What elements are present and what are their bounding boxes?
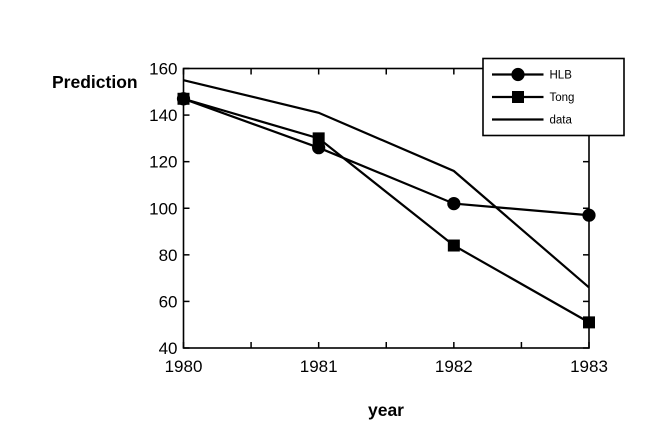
legend-label-data: data — [550, 115, 573, 127]
y-tick-label: 140 — [149, 106, 177, 125]
legend-marker-circle — [511, 67, 525, 82]
y-tick-label: 60 — [159, 292, 178, 311]
x-axis-title: year — [368, 400, 404, 420]
y-tick-label: 120 — [149, 153, 177, 172]
y-tick-label: 80 — [159, 246, 178, 265]
series-line-hlb — [183, 97, 590, 217]
series-line-data — [183, 79, 590, 289]
series-marker-hlb — [312, 141, 326, 155]
series-marker-tong — [583, 316, 595, 329]
x-tick-label: 1980 — [165, 357, 203, 376]
series-marker-hlb — [582, 208, 596, 222]
y-axis-title: Prediction — [52, 72, 138, 92]
y-tick-label: 40 — [159, 339, 178, 358]
series-marker-tong — [177, 92, 190, 105]
series-marker-hlb — [447, 196, 461, 211]
x-tick-label: 1982 — [435, 357, 473, 376]
legend-label-hlb: HLB — [550, 70, 573, 82]
legend-label-tong: Tong — [550, 92, 575, 104]
y-tick-label: 100 — [149, 199, 177, 218]
series-marker-tong — [312, 132, 325, 145]
y-tick-label: 160 — [149, 60, 177, 79]
series-line-tong — [183, 97, 590, 324]
series-marker-tong — [447, 239, 460, 252]
legend: HLB Tong data — [482, 57, 625, 137]
x-tick-label: 1983 — [570, 357, 608, 376]
x-tick-label: 1981 — [300, 357, 338, 376]
legend-marker-square — [512, 91, 524, 103]
plot-area: 40 60 80 100 120 140 160 1980 1981 1982 1983 HLB Ton… — [149, 57, 625, 376]
